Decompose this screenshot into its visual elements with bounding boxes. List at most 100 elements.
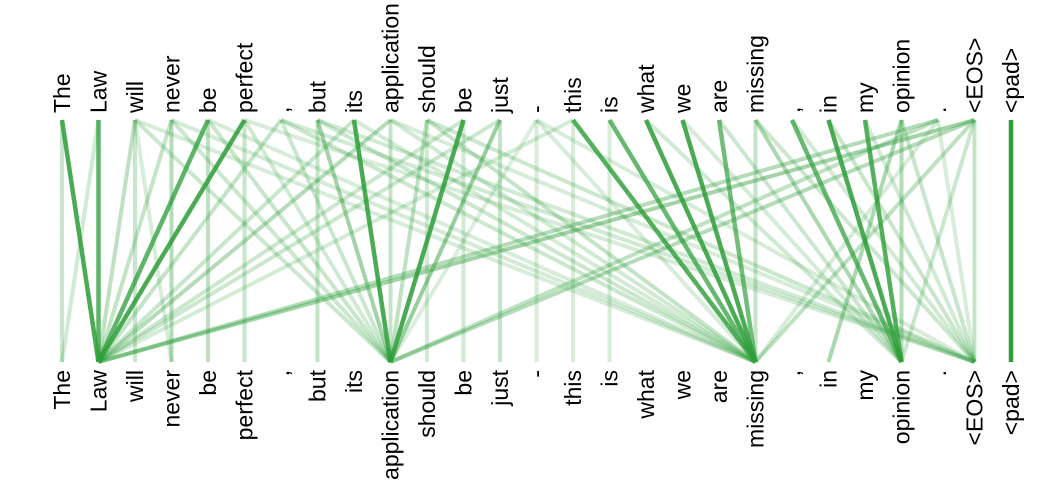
attention-edge [535, 118, 757, 364]
top-token-label: <pad> [998, 48, 1024, 113]
bottom-token-labels: The Law will never be perfect, but its applicati… [49, 369, 1024, 480]
top-token-label: application [378, 3, 404, 113]
bottom-token-label: . [925, 370, 951, 376]
top-token-label: Law [86, 70, 112, 113]
attention-edge [936, 119, 977, 363]
bottom-token-label: , [268, 370, 294, 376]
attention-edge [388, 119, 466, 363]
attention-edge [388, 119, 502, 363]
attention-edge [899, 119, 977, 363]
bottom-token-label: perfect [232, 369, 258, 440]
attention-edge [59, 119, 101, 363]
attention-edge [316, 118, 976, 364]
bottom-token-label: are [706, 370, 732, 403]
attention-edge [280, 118, 976, 364]
bottom-token-label: my [852, 370, 878, 401]
attention-edge [96, 119, 137, 363]
attention-edge [607, 118, 758, 364]
top-token-label: we [670, 84, 696, 114]
attention-edge [535, 118, 976, 364]
attention-edge [243, 118, 976, 364]
attention-edge [571, 118, 758, 364]
top-token-label: my [852, 82, 878, 113]
bottom-token-label: be [451, 370, 477, 396]
attention-edge [170, 118, 392, 364]
bottom-token-label: opinion [889, 370, 915, 444]
attention-edge [97, 118, 574, 364]
attention-edge [97, 118, 465, 364]
attention-edge [279, 119, 393, 363]
top-token-label: - [524, 105, 550, 113]
bottom-token-label: missing [743, 370, 769, 448]
attention-edge [316, 118, 757, 364]
bottom-token-label: its [341, 370, 367, 393]
attention-edge [97, 118, 939, 364]
top-token-label: perfect [232, 42, 258, 113]
top-token-label: will [122, 81, 148, 114]
attention-edge [717, 118, 904, 364]
attention-edge [681, 118, 903, 364]
bottom-token-label: never [159, 370, 185, 428]
attention-edge [134, 118, 757, 364]
top-token-label: be [451, 87, 477, 113]
attention-edge [206, 118, 393, 364]
attention-edge [207, 118, 757, 364]
top-token-label: opinion [889, 39, 915, 113]
bottom-token-label: we [670, 370, 696, 400]
top-token-label: is [597, 96, 623, 113]
bottom-token-label: is [597, 370, 623, 387]
top-token-label: just [487, 77, 513, 114]
attention-edge [315, 119, 393, 363]
top-token-label: what [633, 64, 659, 114]
top-token-label: , [779, 107, 805, 113]
top-token-label: , [268, 107, 294, 113]
attention-edges [59, 118, 1014, 364]
attention-edge [96, 118, 283, 364]
bottom-token-label: , [779, 370, 805, 376]
top-token-label: in [816, 95, 842, 113]
attention-edge [826, 118, 977, 364]
bottom-token-label: <EOS> [962, 370, 988, 445]
bottom-token-label: in [816, 370, 842, 388]
attention-edge [97, 118, 356, 364]
top-token-label: its [341, 90, 367, 113]
bottom-token-label: - [524, 370, 550, 378]
attention-edge [97, 118, 392, 364]
top-token-label: The [49, 73, 75, 113]
attention-edge [644, 118, 903, 364]
attention-edge [352, 118, 757, 364]
attention-edge [425, 118, 757, 364]
attention-edge [643, 119, 758, 363]
attention-edge [242, 118, 393, 364]
bottom-token-label: application [378, 370, 404, 480]
top-token-label: <EOS> [962, 38, 988, 113]
top-token-label: . [925, 107, 951, 113]
bottom-token-label: Law [86, 370, 112, 413]
bottom-token-label: should [414, 370, 440, 438]
attention-edge [170, 118, 757, 364]
attention-edge [789, 119, 904, 363]
bottom-token-label: be [195, 370, 221, 396]
attention-edge [96, 119, 174, 363]
attention-edge [96, 119, 211, 363]
attention-edge [133, 118, 392, 364]
top-token-label: never [159, 55, 185, 113]
top-token-label: are [706, 80, 732, 113]
attention-edge [96, 118, 247, 364]
bottom-token-label: <pad> [998, 370, 1024, 435]
bottom-token-label: just [487, 369, 513, 406]
bottom-token-label: what [633, 369, 659, 419]
bottom-token-label: this [560, 370, 586, 406]
attention-edge [862, 119, 904, 363]
attention-edge [826, 119, 904, 363]
bottom-token-label: but [305, 369, 331, 402]
attention-edge [97, 118, 976, 364]
top-token-label: but [305, 80, 331, 113]
attention-edge [97, 118, 502, 364]
attention-edge [388, 119, 429, 363]
top-token-label: this [560, 77, 586, 113]
attention-edge [716, 119, 758, 363]
attention-edge [863, 119, 977, 363]
top-token-labels: The Law will never be perfect, but its applicati… [49, 3, 1024, 114]
